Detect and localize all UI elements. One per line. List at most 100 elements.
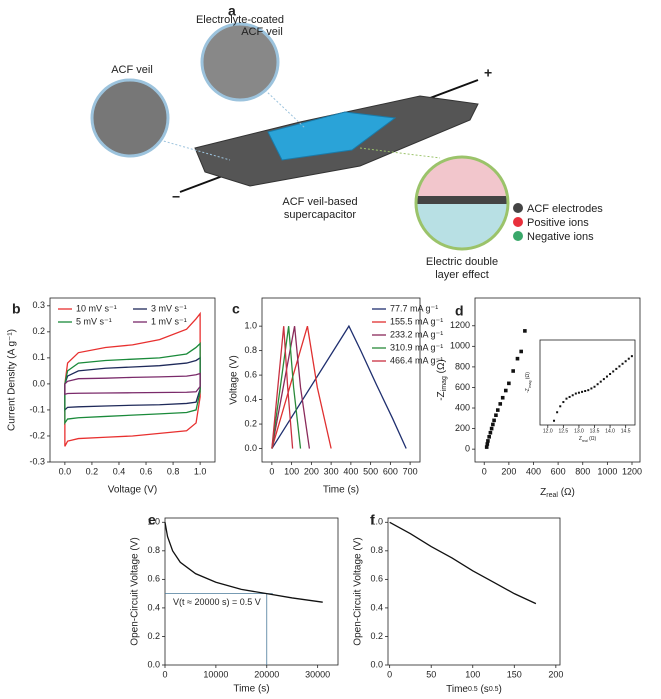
point bbox=[488, 430, 493, 435]
y-tick-label: 0.1 bbox=[32, 352, 45, 362]
x-tick-label: 14.0 bbox=[605, 428, 615, 434]
x-tick-label: 12.5 bbox=[558, 428, 568, 434]
point bbox=[627, 357, 630, 360]
point bbox=[584, 390, 587, 392]
label-part: (Ω) bbox=[558, 487, 575, 498]
x-tick-label: 1.0 bbox=[194, 466, 207, 476]
edl-label: Electric double layer effect bbox=[426, 256, 498, 281]
label-part: real bbox=[546, 492, 558, 499]
point bbox=[630, 355, 633, 358]
label-part: -Z bbox=[525, 388, 531, 393]
point bbox=[565, 397, 568, 400]
y-tick-label: 0.2 bbox=[370, 631, 383, 641]
device-label: ACF veil-based supercapacitor bbox=[282, 196, 357, 221]
series-line bbox=[164, 522, 323, 603]
panel-label: e bbox=[148, 512, 156, 528]
axis-label: Zreal (Ω) bbox=[540, 487, 575, 500]
point bbox=[487, 435, 491, 439]
y-tick-label: 1.0 bbox=[244, 321, 257, 331]
point bbox=[587, 389, 590, 392]
x-tick-label: 0 bbox=[387, 669, 392, 679]
plot-frame bbox=[387, 517, 561, 666]
axis-label: Open-Circuit Voltage (V) bbox=[353, 537, 364, 645]
x-tick-label: 0.2 bbox=[86, 466, 99, 476]
point bbox=[489, 426, 494, 431]
label-part: real bbox=[582, 439, 588, 443]
label-part: (Ω) bbox=[525, 372, 531, 381]
panel-a: a Electrolyte-coated ACF veil ACF veil + … bbox=[90, 3, 603, 281]
point bbox=[492, 418, 496, 423]
series-line bbox=[271, 326, 294, 449]
y-tick-label: 0.6 bbox=[370, 574, 383, 584]
x-tick-label: 200 bbox=[304, 466, 319, 476]
plot-frame bbox=[49, 297, 216, 463]
y-tick-label: 0.2 bbox=[147, 631, 160, 641]
label-part: imag bbox=[528, 381, 532, 389]
point bbox=[484, 445, 489, 449]
x-tick-label: 0.0 bbox=[59, 466, 72, 476]
x-tick-label: 100 bbox=[465, 669, 480, 679]
x-tick-label: 0.8 bbox=[167, 466, 180, 476]
point bbox=[621, 362, 624, 365]
y-tick-label: 0.0 bbox=[147, 659, 160, 669]
label-part: ) bbox=[499, 684, 502, 695]
label-part: 0.5 bbox=[489, 686, 499, 693]
point bbox=[581, 390, 584, 393]
series-line bbox=[271, 324, 407, 449]
y-tick-label: -0.1 bbox=[29, 404, 45, 414]
point bbox=[615, 367, 618, 370]
panel-label: f bbox=[370, 512, 375, 528]
y-tick-label: 0.8 bbox=[370, 545, 383, 555]
point bbox=[498, 402, 503, 406]
point bbox=[553, 419, 556, 422]
label-part: (s bbox=[478, 684, 489, 695]
label-part: -Z bbox=[436, 391, 447, 400]
point bbox=[624, 360, 627, 363]
y-tick-label: 600 bbox=[455, 382, 470, 392]
point bbox=[612, 370, 615, 373]
y-tick-label: 800 bbox=[455, 361, 470, 371]
legend-label: 5 mV s⁻¹ bbox=[76, 316, 112, 326]
x-tick-label: 14.5 bbox=[621, 428, 631, 434]
point bbox=[577, 391, 580, 394]
y-tick-label: 200 bbox=[455, 423, 470, 433]
plot-frame bbox=[474, 297, 641, 463]
point bbox=[609, 373, 612, 375]
x-tick-label: 13.0 bbox=[574, 428, 584, 434]
legend-label: ACF electrodes bbox=[527, 203, 603, 215]
point bbox=[515, 356, 520, 361]
y-tick-label: 0.8 bbox=[147, 545, 160, 555]
x-tick-label: 0 bbox=[269, 466, 274, 476]
x-tick-label: 30000 bbox=[305, 669, 330, 679]
x-tick-label: 0.4 bbox=[113, 466, 126, 476]
y-tick-label: 0.0 bbox=[370, 659, 383, 669]
legend-icon bbox=[513, 203, 523, 213]
x-tick-label: 200 bbox=[548, 669, 563, 679]
axis-label: Current Density (A g⁻¹) bbox=[7, 329, 18, 431]
axis-label: -Zimag (Ω) bbox=[525, 372, 532, 393]
panel-label: c bbox=[232, 301, 240, 317]
point bbox=[486, 439, 490, 443]
y-tick-label: 1.0 bbox=[147, 517, 160, 527]
point bbox=[590, 387, 593, 390]
legend-label: Positive ions bbox=[527, 217, 589, 229]
legend-label: 3 mV s⁻¹ bbox=[151, 303, 187, 313]
y-tick-label: 0.0 bbox=[244, 443, 257, 453]
panel-label: a bbox=[228, 3, 236, 19]
legend-label: 77.7 mA g⁻¹ bbox=[390, 303, 438, 313]
point bbox=[618, 365, 621, 368]
series-line bbox=[389, 521, 537, 605]
x-tick-label: 300 bbox=[324, 466, 339, 476]
axis-label: Time (s) bbox=[233, 684, 269, 695]
electrolyte-layer bbox=[267, 111, 397, 161]
label-part: imag bbox=[441, 376, 448, 391]
axis-label: Time (s) bbox=[323, 485, 359, 496]
series-line bbox=[64, 342, 201, 426]
electrolyte-label: Electrolyte-coated ACF veil bbox=[196, 14, 284, 38]
y-tick-label: 0.4 bbox=[244, 394, 257, 404]
point bbox=[485, 442, 490, 446]
y-tick-label: -0.3 bbox=[29, 456, 45, 466]
legend-label: 466.4 mA g⁻¹ bbox=[390, 355, 443, 365]
plot-frame bbox=[261, 297, 421, 463]
plus-sign: + bbox=[484, 65, 492, 81]
